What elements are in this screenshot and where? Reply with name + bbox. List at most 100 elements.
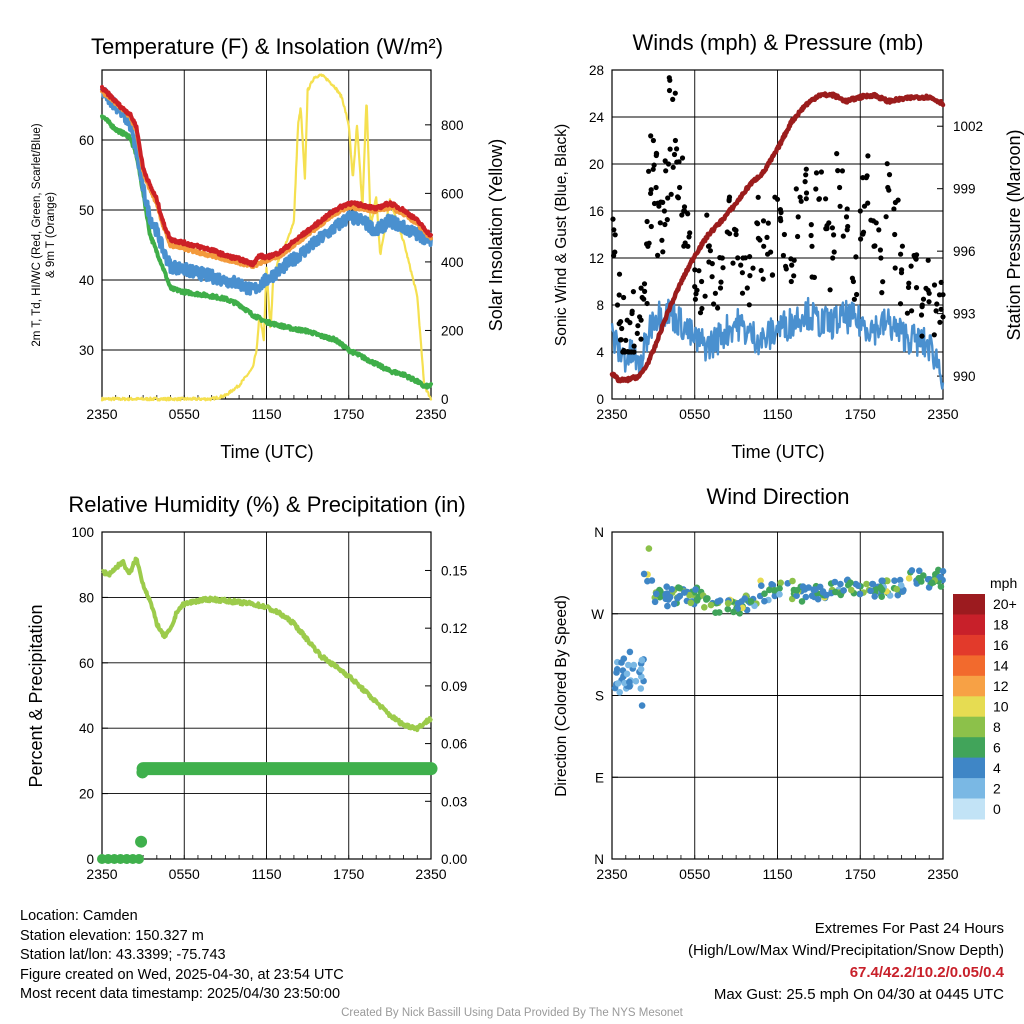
gust-point — [709, 274, 715, 280]
gust-point — [899, 243, 906, 249]
direction-point — [831, 578, 839, 586]
series-pressure — [609, 91, 946, 384]
gust-point — [880, 279, 886, 285]
legend-swatch — [953, 594, 985, 615]
gust-point — [758, 267, 764, 274]
direction-point — [645, 545, 653, 552]
gust-point — [755, 221, 761, 227]
gust-point — [797, 194, 803, 200]
direction-point — [905, 575, 913, 582]
direction-point — [651, 598, 659, 606]
direction-point — [899, 588, 907, 595]
gust-point — [742, 255, 749, 261]
direction-point — [670, 600, 678, 608]
gust-point — [803, 190, 810, 196]
y-axis-label-line1: 2m T, Td, HI/WC (Red, Green, Scarlet/Blu… — [31, 123, 43, 346]
gust-point — [717, 255, 723, 261]
gust-point — [933, 308, 939, 314]
gust-point — [665, 161, 672, 167]
x-tick-label: 1150 — [762, 866, 792, 882]
legend-swatch — [953, 757, 985, 779]
gust-point — [611, 227, 617, 233]
gust-point — [650, 137, 657, 144]
gust-point — [938, 279, 944, 285]
gust-point — [699, 278, 705, 285]
direction-point — [793, 587, 801, 594]
gust-point — [696, 268, 702, 274]
y2-axis-label: Solar Insolation (Yellow) — [486, 139, 506, 331]
gust-point — [694, 287, 700, 293]
gust-point — [839, 168, 846, 174]
temperature-insolation-panel: 2350 0550 1150 1750 235030405060020040060080… — [31, 34, 506, 462]
y2-tick-label: 0.09 — [441, 679, 467, 694]
gust-point — [831, 232, 837, 238]
gust-point — [653, 184, 659, 191]
x-tick-label: 1150 — [762, 406, 792, 422]
gust-point — [760, 276, 766, 282]
gust-point — [614, 302, 621, 308]
gust-point — [646, 240, 652, 246]
gust-point — [675, 194, 681, 200]
gust-point — [634, 330, 640, 336]
gust-point — [755, 235, 762, 241]
x-tick-label: 2350 — [596, 866, 627, 882]
direction-point — [724, 600, 732, 607]
x-tick-label: 2350 — [927, 406, 958, 422]
gust-point — [650, 166, 656, 172]
gust-point — [891, 206, 897, 212]
direction-point — [771, 587, 779, 594]
x-tick-label: 2350 — [415, 866, 446, 882]
gust-point — [865, 153, 871, 159]
gust-point — [803, 196, 809, 202]
gust-point — [621, 294, 627, 301]
gust-point — [616, 292, 622, 298]
x-tick-label: 0550 — [169, 406, 200, 422]
gust-point — [659, 237, 665, 243]
gust-point — [697, 310, 704, 316]
legend-label: 12 — [993, 678, 1009, 694]
legend-swatch — [953, 778, 985, 800]
legend-swatch — [953, 634, 985, 656]
gust-point — [765, 251, 771, 257]
gust-point — [795, 233, 801, 240]
gust-point — [764, 234, 770, 240]
gust-point — [744, 285, 750, 291]
gust-point — [778, 209, 784, 216]
gust-point — [624, 317, 630, 323]
direction-point — [777, 579, 784, 587]
gust-point — [918, 312, 925, 318]
y-tick-label: 0 — [86, 852, 94, 867]
direction-point — [799, 583, 807, 590]
legend-label: 14 — [993, 658, 1009, 674]
direction-point — [704, 595, 711, 602]
gust-point — [830, 255, 836, 261]
x-tick-label: 2350 — [596, 406, 627, 422]
gust-point — [772, 194, 778, 200]
gust-point — [655, 252, 661, 258]
legend-swatch — [953, 655, 985, 677]
gust-point — [620, 349, 626, 355]
gust-point — [872, 243, 878, 249]
legend-label: 8 — [993, 719, 1001, 735]
gust-point — [666, 87, 673, 94]
y-axis-label: Direction (Colored By Speed) — [553, 595, 570, 797]
y-tick-label: 12 — [589, 251, 604, 266]
gust-point — [857, 208, 863, 214]
gust-point — [702, 293, 708, 299]
direction-point — [668, 586, 676, 593]
gust-point — [641, 281, 648, 287]
gust-point — [738, 262, 744, 268]
direction-point — [766, 586, 773, 594]
x-tick-label: 1150 — [251, 866, 281, 882]
legend-label: 16 — [993, 637, 1009, 653]
speed-color-legend: mph 20+ 18 16 14 12 10 8 6 4 2 0 — [953, 575, 1017, 820]
gust-point — [672, 90, 678, 96]
direction-point — [937, 583, 945, 590]
gust-point — [803, 166, 809, 172]
gust-point — [750, 265, 756, 271]
gust-point — [720, 265, 726, 271]
y2-tick-label: 0.12 — [441, 621, 467, 636]
legend-label: 20+ — [993, 596, 1017, 612]
